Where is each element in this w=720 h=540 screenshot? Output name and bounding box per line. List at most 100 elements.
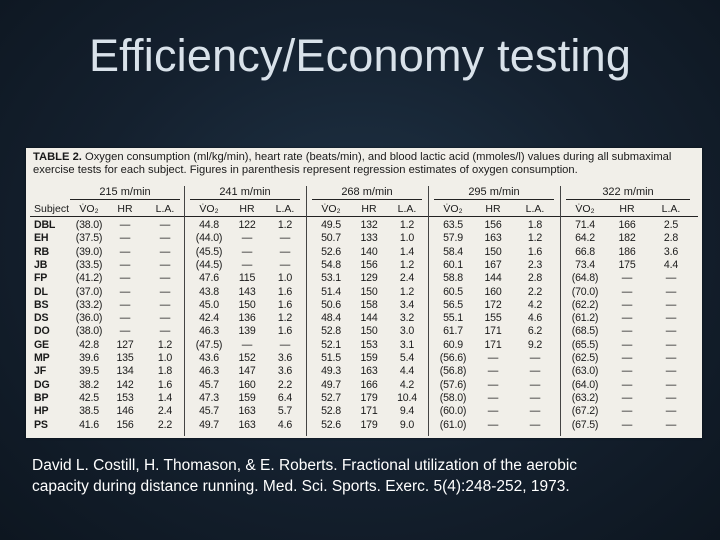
table-cell: — [119,219,131,231]
table-cell: 3.6 [663,245,679,258]
table-cell: — [119,298,131,311]
table-cell: 129 [360,272,378,285]
table-cell: 50.6 [321,298,341,311]
slide-title: Efficiency/Economy testing [88,30,632,81]
table-cell: — [665,298,677,311]
table-cell: 156 [484,219,502,231]
table-cell: — [159,312,171,325]
table-cell: 152 [238,352,256,364]
table-cell: 2.8 [527,272,543,285]
table-cell: 144 [484,272,502,285]
table-cell: (41.2) [75,272,103,285]
table-cell: 56.5 [443,298,463,311]
table-cell: — [487,418,499,431]
table-cell: 49.3 [321,365,341,378]
table-cell: — [487,352,499,364]
table-cell: 158 [360,298,378,311]
table-cell: 2.8 [663,232,679,245]
table-cell: 3.2 [399,312,415,325]
measure-column-header: V̇O₂ [321,203,341,215]
table-cell: — [159,285,171,298]
table-cell: 1.8 [527,219,543,231]
table-cell: 144 [360,312,378,325]
table-cell: 136 [238,312,256,325]
table-cell: 1.2 [399,258,415,271]
table-cell: — [621,365,633,378]
measure-column-header: HR [117,203,133,215]
table-cell: 49.5 [321,219,341,231]
table-cell: (36.0) [75,312,103,325]
table-cell: — [529,391,541,404]
table-cell: 6.2 [527,325,543,338]
table-cell: 122 [238,219,256,231]
table-cell: — [621,391,633,404]
table-cell: — [529,378,541,391]
group-divider [560,186,561,436]
table-cell: (56.6) [439,352,467,364]
table-cell: 135 [116,352,134,364]
subject-cell: EH [34,232,49,245]
group-divider [184,186,185,436]
table-cell: 139 [238,325,256,338]
table-cell: — [665,272,677,285]
table-cell: 172 [484,298,502,311]
speed-group-header: 322 m/min [566,186,690,200]
table-cell: — [119,312,131,325]
table-cell: 38.5 [79,405,99,418]
table-cell: 159 [238,391,256,404]
table-cell: 1.2 [277,219,293,231]
table-cell: — [279,258,291,271]
subject-cell: PS [34,418,48,431]
table-cell: 132 [360,219,378,231]
table-cell: 171 [360,405,378,418]
table-cell: 5.4 [399,352,415,364]
table-cell: (62.5) [571,352,599,364]
table-cell: — [529,352,541,364]
subject-cell: RB [34,245,49,258]
table-cell: 1.2 [399,285,415,298]
table-cell: 73.4 [575,258,595,271]
table-cell: 1.2 [399,219,415,231]
table-cell: — [241,258,253,271]
table-cell: — [159,219,171,231]
table-cell: 156 [360,258,378,271]
table-cell: 1.2 [527,232,543,245]
table-cell: 179 [360,418,378,431]
measure-column-header: HR [361,203,377,215]
table-cell: 43.8 [199,285,219,298]
table-cell: 3.1 [399,338,415,351]
table-cell: 142 [116,378,134,391]
measure-column-header: L.A. [525,203,545,215]
subject-cell: DBL [34,219,56,231]
table-cell: 3.4 [399,298,415,311]
table-cell: (45.5) [195,245,223,258]
table-cell: — [119,325,131,338]
table-cell: 150 [484,245,502,258]
table-cell: 163 [238,405,256,418]
table-cell: 179 [360,391,378,404]
table-cell: 47.3 [199,391,219,404]
table-cell: 150 [238,298,256,311]
table-cell: 163 [360,365,378,378]
table-cell: 38.2 [79,378,99,391]
speed-group-header: 241 m/min [190,186,300,200]
table-image: TABLE 2. Oxygen consumption (ml/kg/min),… [26,148,702,438]
table-cell: 48.4 [321,312,341,325]
table-cell: — [621,378,633,391]
table-cell: 50.7 [321,232,341,245]
measure-column-header: V̇O₂ [199,203,219,215]
table-cell: 163 [238,418,256,431]
table-cell: 147 [238,365,256,378]
measure-column-header: L.A. [275,203,295,215]
table-cell: 127 [116,338,134,351]
table-cell: 1.4 [157,391,173,404]
table-cell: — [621,285,633,298]
table-cell: 1.6 [277,298,293,311]
table-cell: 150 [360,285,378,298]
subject-cell: JF [34,365,46,378]
table-cell: (61.0) [439,418,467,431]
table-cell: — [159,272,171,285]
table-cell: (33.2) [75,298,103,311]
table-cell: 182 [618,232,636,245]
table-cell: 1.6 [157,378,173,391]
